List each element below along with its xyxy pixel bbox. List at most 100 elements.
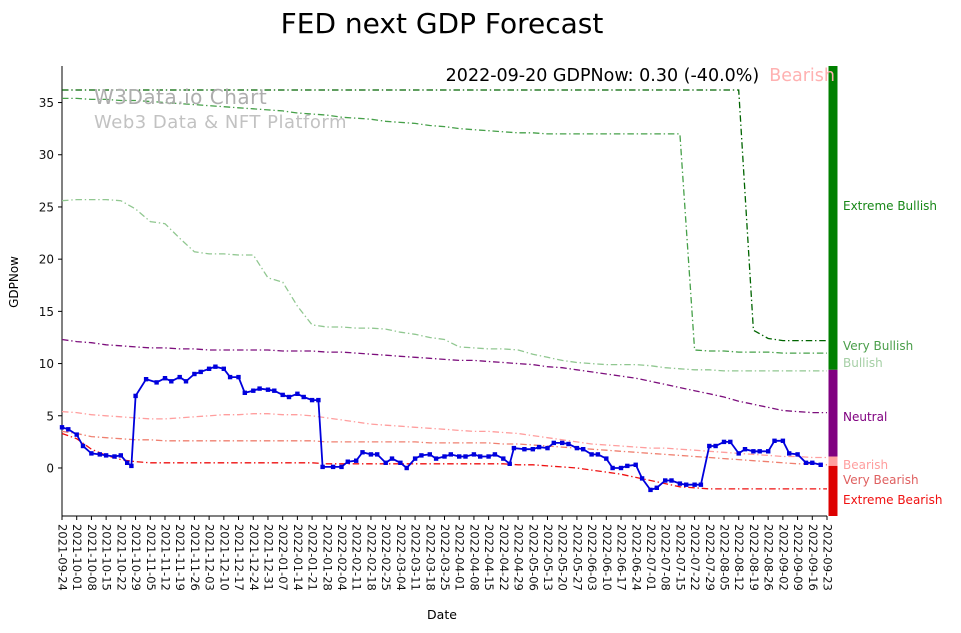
x-tick-label: 2021-11-26 — [188, 524, 202, 591]
x-tick-label: 2021-10-15 — [100, 524, 114, 591]
gdpnow-marker — [448, 452, 453, 457]
x-tick-label: 2022-03-11 — [409, 524, 423, 591]
gdpnow-marker — [654, 485, 659, 490]
gdpnow-marker — [154, 380, 159, 385]
y-tick-label: 0 — [46, 461, 54, 475]
threshold-line-extreme-bearish — [61, 432, 827, 490]
gdpnow-marker — [251, 388, 256, 393]
gdpnow-marker — [177, 374, 182, 380]
zone-label-very-bullish: Very Bullish — [843, 339, 914, 353]
gdpnow-marker — [442, 454, 447, 459]
x-tick-label: 2022-02-25 — [379, 524, 393, 591]
gdpnow-marker — [536, 444, 542, 450]
x-tick-label: 2022-01-07 — [276, 524, 290, 591]
gdpnow-marker — [74, 432, 79, 437]
gdpnow-marker — [383, 460, 388, 465]
gdpnow-marker — [471, 452, 477, 457]
zone-label-neutral: Neutral — [843, 410, 888, 424]
gdpnow-marker — [301, 394, 306, 400]
sentiment-bar-segment — [828, 369, 838, 457]
gdpnow-marker — [345, 459, 350, 464]
gdpnow-marker — [309, 397, 315, 403]
gdpnow-marker — [125, 460, 130, 465]
x-tick-label: 2021-11-12 — [159, 524, 173, 591]
x-tick-label: 2021-11-05 — [144, 524, 158, 591]
gdpnow-marker — [818, 462, 823, 467]
gdpnow-marker — [633, 462, 638, 467]
gdpnow-marker — [463, 454, 468, 459]
x-tick-label: 2022-01-28 — [320, 524, 334, 591]
x-tick-label: 2022-05-20 — [556, 524, 570, 591]
x-tick-label: 2022-06-17 — [615, 524, 629, 591]
gdpnow-marker — [618, 465, 624, 471]
x-tick-label: 2022-08-12 — [732, 524, 746, 591]
x-tick-label: 2022-08-19 — [747, 524, 761, 591]
gdpnow-marker — [368, 452, 374, 457]
y-tick-label: 15 — [39, 305, 54, 319]
x-tick-label: 2021-09-24 — [56, 524, 70, 591]
gdpnow-marker — [501, 456, 506, 461]
x-tick-label: 2022-04-22 — [497, 524, 511, 591]
gdpnow-marker — [375, 452, 380, 457]
gdpnow-marker — [507, 461, 512, 466]
x-tick-label: 2022-03-25 — [438, 524, 452, 591]
y-tick-label: 10 — [39, 357, 54, 371]
gdpnow-marker — [574, 445, 580, 451]
gdpnow-marker — [89, 451, 94, 456]
x-tick-label: 2022-05-06 — [526, 524, 540, 591]
gdpnow-marker — [595, 452, 601, 457]
gdpnow-marker — [486, 454, 491, 459]
x-tick-label: 2022-05-13 — [541, 524, 555, 591]
chart-title: FED next GDP Forecast — [280, 7, 604, 40]
gdpnow-marker — [183, 379, 189, 384]
y-axis-title: GDPNow — [7, 256, 21, 308]
sentiment-bar-segment — [828, 465, 838, 516]
gdpnow-marker — [412, 456, 418, 461]
y-tick-label: 30 — [39, 148, 54, 162]
x-tick-label: 2022-07-01 — [644, 524, 658, 591]
x-tick-label: 2022-09-02 — [776, 524, 790, 591]
gdpnow-marker — [684, 482, 689, 487]
gdpnow-marker — [59, 425, 65, 430]
threshold-line-very-bullish — [62, 97, 827, 354]
gdpnow-marker — [280, 392, 285, 398]
threshold-line-bearish — [61, 410, 827, 459]
gdpnow-marker — [522, 447, 527, 452]
gdpnow-marker — [213, 364, 218, 369]
x-tick-label: 2022-09-09 — [791, 524, 805, 591]
x-tick-label: 2021-10-01 — [70, 524, 84, 591]
x-tick-label: 2022-08-26 — [762, 524, 776, 591]
annotation-text: 2022-09-20 GDPNow: 0.30 (-40.0%) — [445, 66, 760, 86]
gdpnow-marker — [795, 452, 800, 457]
gdpnow-marker — [736, 451, 741, 456]
gdpnow-marker — [112, 454, 117, 459]
gdpnow-marker — [698, 482, 704, 487]
gdpnow-marker — [427, 452, 432, 457]
gdpnow-marker — [545, 445, 550, 451]
x-tick-label: 2022-06-03 — [585, 524, 599, 591]
gdpnow-marker — [589, 452, 594, 457]
sentiment-bar-segment — [828, 66, 838, 370]
gdpnow-marker — [242, 390, 247, 395]
x-tick-label: 2021-12-10 — [217, 524, 231, 591]
sentiment-bar — [828, 66, 838, 516]
gdpnow-marker — [530, 447, 535, 452]
gdpnow-marker — [457, 454, 462, 459]
gdpnow-marker — [669, 478, 674, 483]
x-tick-label: 2021-10-08 — [85, 524, 99, 591]
x-tick-label: 2021-12-31 — [262, 524, 276, 591]
gdpnow-marker — [810, 460, 815, 465]
gdpnow-marker — [206, 366, 212, 371]
x-tick-label: 2022-07-29 — [703, 524, 717, 591]
gdpnow-marker — [803, 460, 809, 465]
gdpnow-marker — [162, 376, 168, 381]
threshold-line-very-bearish — [61, 430, 828, 466]
threshold-line-bullish — [61, 198, 827, 372]
gdpnow-marker — [707, 443, 712, 449]
x-tick-label: 2022-04-01 — [453, 524, 467, 591]
x-tick-label: 2022-01-14 — [291, 524, 305, 591]
x-tick-label: 2021-12-17 — [232, 524, 246, 591]
annotation: 2022-09-20 GDPNow: 0.30 (-40.0%) Bearish — [446, 66, 835, 86]
gdpnow-marker — [721, 439, 727, 445]
gdpnow-marker — [66, 427, 71, 432]
